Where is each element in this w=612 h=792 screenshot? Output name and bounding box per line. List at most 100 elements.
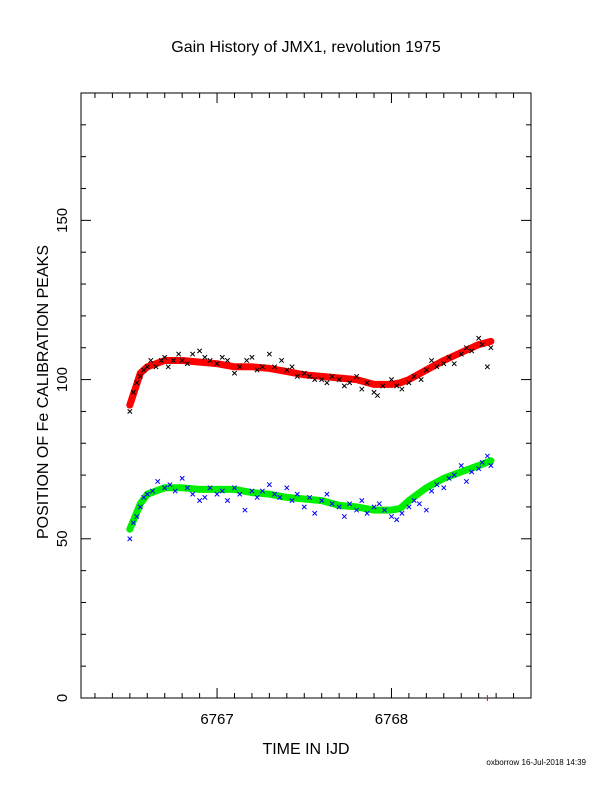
- upper-data-point: [202, 354, 208, 360]
- lower-data-point: [376, 501, 382, 507]
- fit-curves: [126, 337, 495, 533]
- lower-data-point: [259, 488, 265, 494]
- upper-data-point: [259, 364, 265, 370]
- lower-data-point: [451, 472, 457, 478]
- upper-data-point: [165, 364, 171, 370]
- upper-data-point: [411, 373, 417, 379]
- upper-data-point: [176, 351, 182, 357]
- lower-data-point: [214, 491, 220, 497]
- upper-data-point: [294, 373, 300, 379]
- lower-data-point: [463, 478, 470, 485]
- upper-data-point: [170, 357, 176, 364]
- lower-data-point: [441, 485, 447, 491]
- lower-data-point: [388, 513, 395, 520]
- x-axis-label: TIME IN IJD: [262, 741, 349, 758]
- upper-data-point: [137, 373, 143, 379]
- y-tick-label: 50: [54, 530, 71, 547]
- upper-data-point: [336, 377, 342, 383]
- lower-data-point: [144, 491, 150, 497]
- lower-data-point: [479, 459, 485, 465]
- upper-data-point: [130, 389, 136, 395]
- upper-data-point: [254, 367, 260, 373]
- lower-data-point: [416, 501, 422, 507]
- y-tick-label: 100: [54, 367, 71, 392]
- upper-data-point: [162, 354, 168, 360]
- upper-data-point: [446, 354, 452, 360]
- lower-data-point: [284, 485, 290, 491]
- lower-data-point: [476, 466, 482, 472]
- lower-data-point: [294, 491, 300, 497]
- upper-data-point: [197, 348, 203, 354]
- lower-data-point: [319, 498, 325, 504]
- upper-data-point: [190, 351, 196, 357]
- lower-data-point: [127, 536, 133, 542]
- lower-data-point: [364, 510, 370, 516]
- upper-data-point: [244, 357, 250, 364]
- upper-data-point: [219, 354, 225, 360]
- upper-data-point: [406, 380, 412, 386]
- upper-data-point: [458, 351, 464, 357]
- lower-data-point: [484, 453, 490, 459]
- upper-data-point: [237, 364, 243, 370]
- lower-data-point: [423, 507, 429, 513]
- lower-data-point: [224, 498, 231, 504]
- lower-data-point: [469, 469, 475, 475]
- tick-labels: 0 50 100 150 6767 6768: [54, 208, 408, 728]
- lower-data-point: [429, 488, 435, 494]
- lower-data-point: [394, 517, 400, 523]
- lower-data-point: [371, 504, 377, 510]
- upper-data-point: [179, 357, 185, 364]
- upper-data-point: [324, 380, 330, 386]
- upper-data-point: [231, 370, 238, 376]
- lower-data-point: [354, 507, 360, 513]
- upper-data-point: [374, 392, 381, 399]
- upper-data-point: [224, 357, 231, 364]
- lower-data-point: [249, 488, 255, 494]
- lower-data-point: [137, 504, 143, 510]
- lower-data-point: [231, 485, 238, 491]
- lower-data-point: [347, 501, 353, 507]
- upper-data-point: [364, 380, 370, 386]
- lower-data-point: [306, 494, 313, 500]
- chart-title: Gain History of JMX1, revolution 1975: [171, 39, 441, 56]
- upper-data-point: [289, 364, 295, 370]
- upper-data-point: [380, 383, 386, 389]
- upper-data-point: [284, 367, 290, 373]
- lower-data-point: [488, 462, 494, 469]
- footer-credit: oxborrow 16-Jul-2018 14:39: [486, 758, 586, 767]
- upper-data-point: [341, 383, 347, 389]
- lower-data-point: [167, 482, 173, 488]
- lower-data-point: [197, 498, 203, 504]
- axis-ticks: [81, 92, 532, 699]
- upper-data-point: [249, 354, 255, 360]
- upper-data-point: [312, 377, 318, 383]
- lower-data-point: [399, 510, 405, 516]
- upper-data-point: [434, 364, 440, 370]
- upper-data-point: [127, 408, 133, 414]
- lower-data-point: [242, 507, 248, 513]
- lower-data-point: [329, 501, 335, 507]
- upper-data-point: [484, 364, 490, 370]
- lower-data-point: [172, 488, 178, 494]
- lower-data-point: [155, 478, 161, 485]
- lower-data-point: [219, 488, 225, 494]
- upper-data-point: [214, 361, 220, 367]
- upper-data-point: [319, 377, 325, 383]
- x-tick-label: 6767: [200, 711, 233, 728]
- lower-data-point: [277, 494, 283, 500]
- upper-data-point: [429, 357, 435, 364]
- data-points: [127, 335, 494, 542]
- upper-data-point: [266, 351, 272, 357]
- y-axis-label: POSITION OF Fe CALIBRATION PEAKS: [35, 245, 52, 539]
- lower-data-point: [184, 485, 190, 491]
- lower-data-point: [190, 491, 196, 497]
- upper-data-point: [441, 361, 447, 367]
- lower-data-point: [149, 488, 156, 494]
- lower-data-point: [134, 513, 140, 520]
- upper-data-point: [451, 361, 457, 367]
- upper-data-point: [153, 364, 159, 370]
- upper-data-point: [347, 380, 353, 386]
- lower-data-point: [312, 510, 318, 516]
- upper-data-point: [399, 386, 405, 392]
